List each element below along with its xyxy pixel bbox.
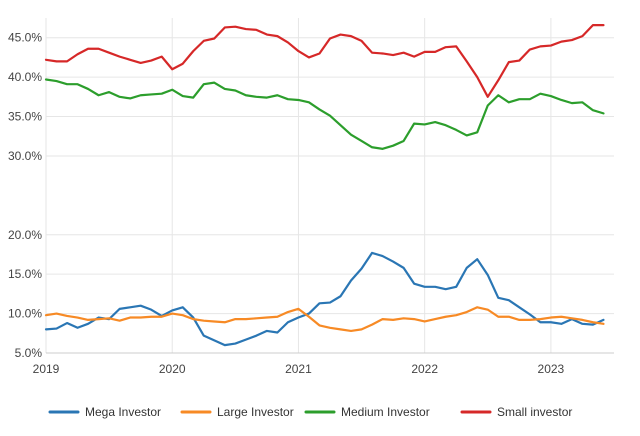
x-tick-label: 2019 [33,362,60,376]
y-tick-label: 40.0% [8,70,42,84]
y-tick-label: 35.0% [8,110,42,124]
y-tick-label: 20.0% [8,228,42,242]
legend-item-medium-investor[interactable]: Medium Investor [304,405,430,419]
series-line-mega-investor[interactable] [44,251,605,347]
legend-item-large-investor[interactable]: Large Investor [180,405,294,419]
x-tick-label: 2023 [538,362,565,376]
y-tick-label: 30.0% [8,149,42,163]
series-line-medium-investor[interactable] [44,78,605,150]
series-line-large-investor[interactable] [44,306,605,333]
y-axis-ticks: 5.0% 10.0% 15.0% 20.0% 30.0% 35.0% 40.0% 45.0% [8,31,42,360]
legend-label: Large Investor [217,405,294,419]
y-tick-label: 15.0% [8,267,42,281]
x-tick-label: 2022 [411,362,438,376]
legend-label: Small investor [497,405,572,419]
x-tick-label: 2020 [159,362,186,376]
series-line-small-investor[interactable] [44,23,605,98]
y-tick-label: 45.0% [8,31,42,45]
legend-label: Medium Investor [341,405,430,419]
legend-item-small-investor[interactable]: Small investor [460,405,572,419]
x-axis-ticks: 2019 2020 2021 2022 2023 [33,362,565,376]
x-tick-label: 2021 [285,362,312,376]
legend[interactable]: Mega Investor Large Investor Medium Invest… [48,405,572,419]
y-tick-label: 5.0% [15,346,43,360]
legend-item-mega-investor[interactable]: Mega Investor [48,405,161,419]
legend-label: Mega Investor [85,405,161,419]
series-lines [44,23,605,347]
y-tick-label: 10.0% [8,307,42,321]
